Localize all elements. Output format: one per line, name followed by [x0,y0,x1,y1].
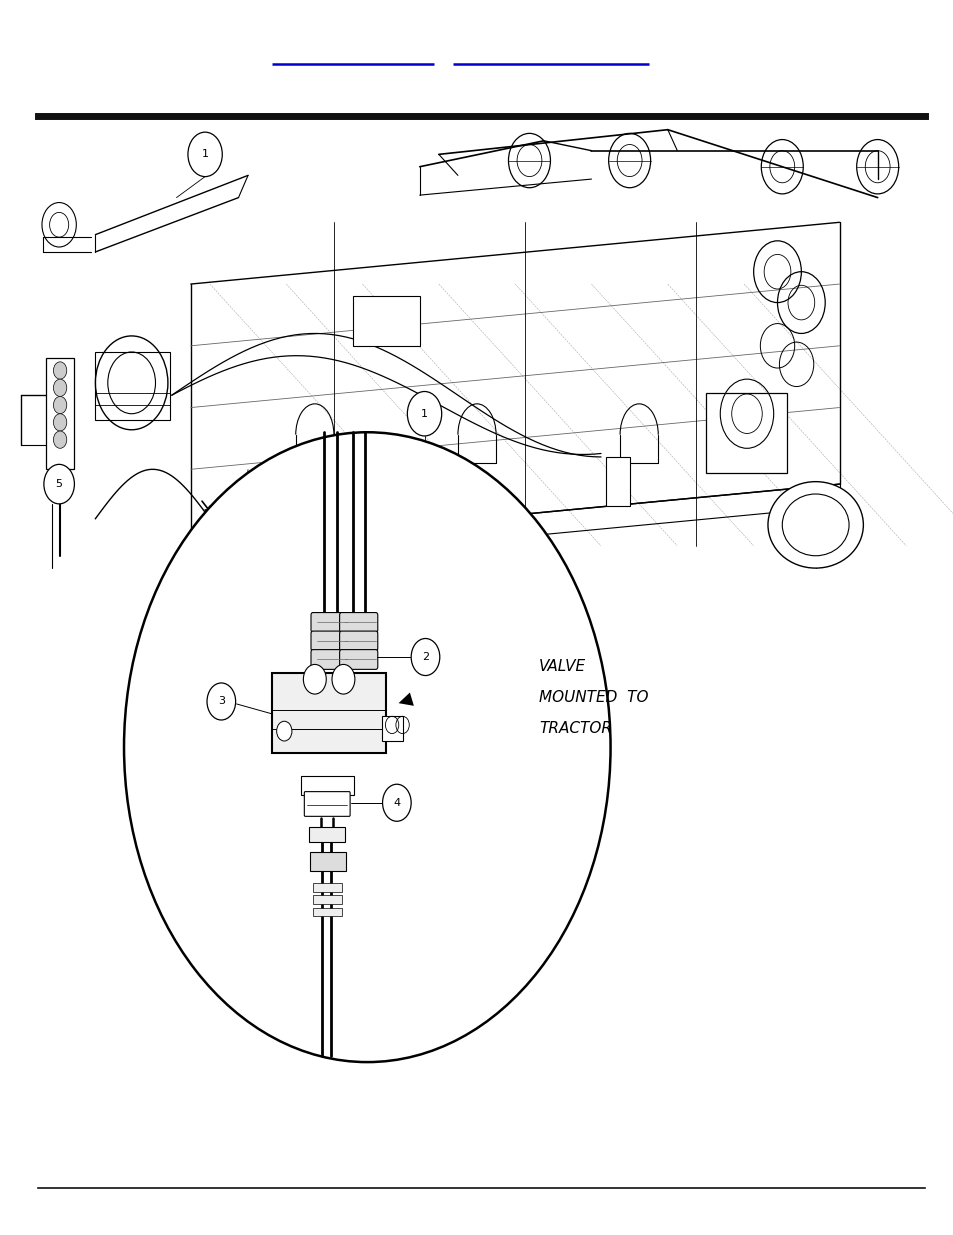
Text: 4: 4 [393,798,400,808]
Circle shape [407,391,441,436]
Ellipse shape [767,482,862,568]
Bar [313,908,341,916]
Bar [353,296,419,346]
Bar [272,673,386,753]
Bar [46,358,74,469]
Circle shape [382,784,411,821]
Bar [605,457,629,506]
Circle shape [124,432,610,1062]
FancyBboxPatch shape [304,792,350,816]
Bar [301,776,354,795]
Circle shape [53,431,67,448]
Bar [705,393,786,473]
Text: 3: 3 [217,697,225,706]
Circle shape [207,683,235,720]
Circle shape [188,132,222,177]
Text: 5: 5 [55,479,63,489]
Circle shape [411,638,439,676]
Circle shape [303,664,326,694]
Text: 2: 2 [421,652,429,662]
Circle shape [53,414,67,431]
Text: MOUNTED  TO: MOUNTED TO [538,690,648,705]
Bar [313,895,341,904]
Circle shape [332,664,355,694]
FancyBboxPatch shape [311,613,349,632]
Text: 1: 1 [201,149,209,159]
Bar [309,827,345,842]
Bar [381,716,402,741]
Ellipse shape [781,494,848,556]
FancyBboxPatch shape [311,631,349,651]
FancyBboxPatch shape [311,650,349,669]
FancyBboxPatch shape [339,613,377,632]
Circle shape [276,721,292,741]
Text: TRACTOR: TRACTOR [538,721,612,736]
Circle shape [53,396,67,414]
Text: VALVE: VALVE [538,659,585,674]
Circle shape [53,362,67,379]
FancyBboxPatch shape [339,650,377,669]
Text: 1: 1 [420,409,428,419]
Bar [95,352,170,420]
Circle shape [44,464,74,504]
Circle shape [53,379,67,396]
Bar [313,883,341,892]
FancyBboxPatch shape [339,631,377,651]
Bar [310,852,346,871]
